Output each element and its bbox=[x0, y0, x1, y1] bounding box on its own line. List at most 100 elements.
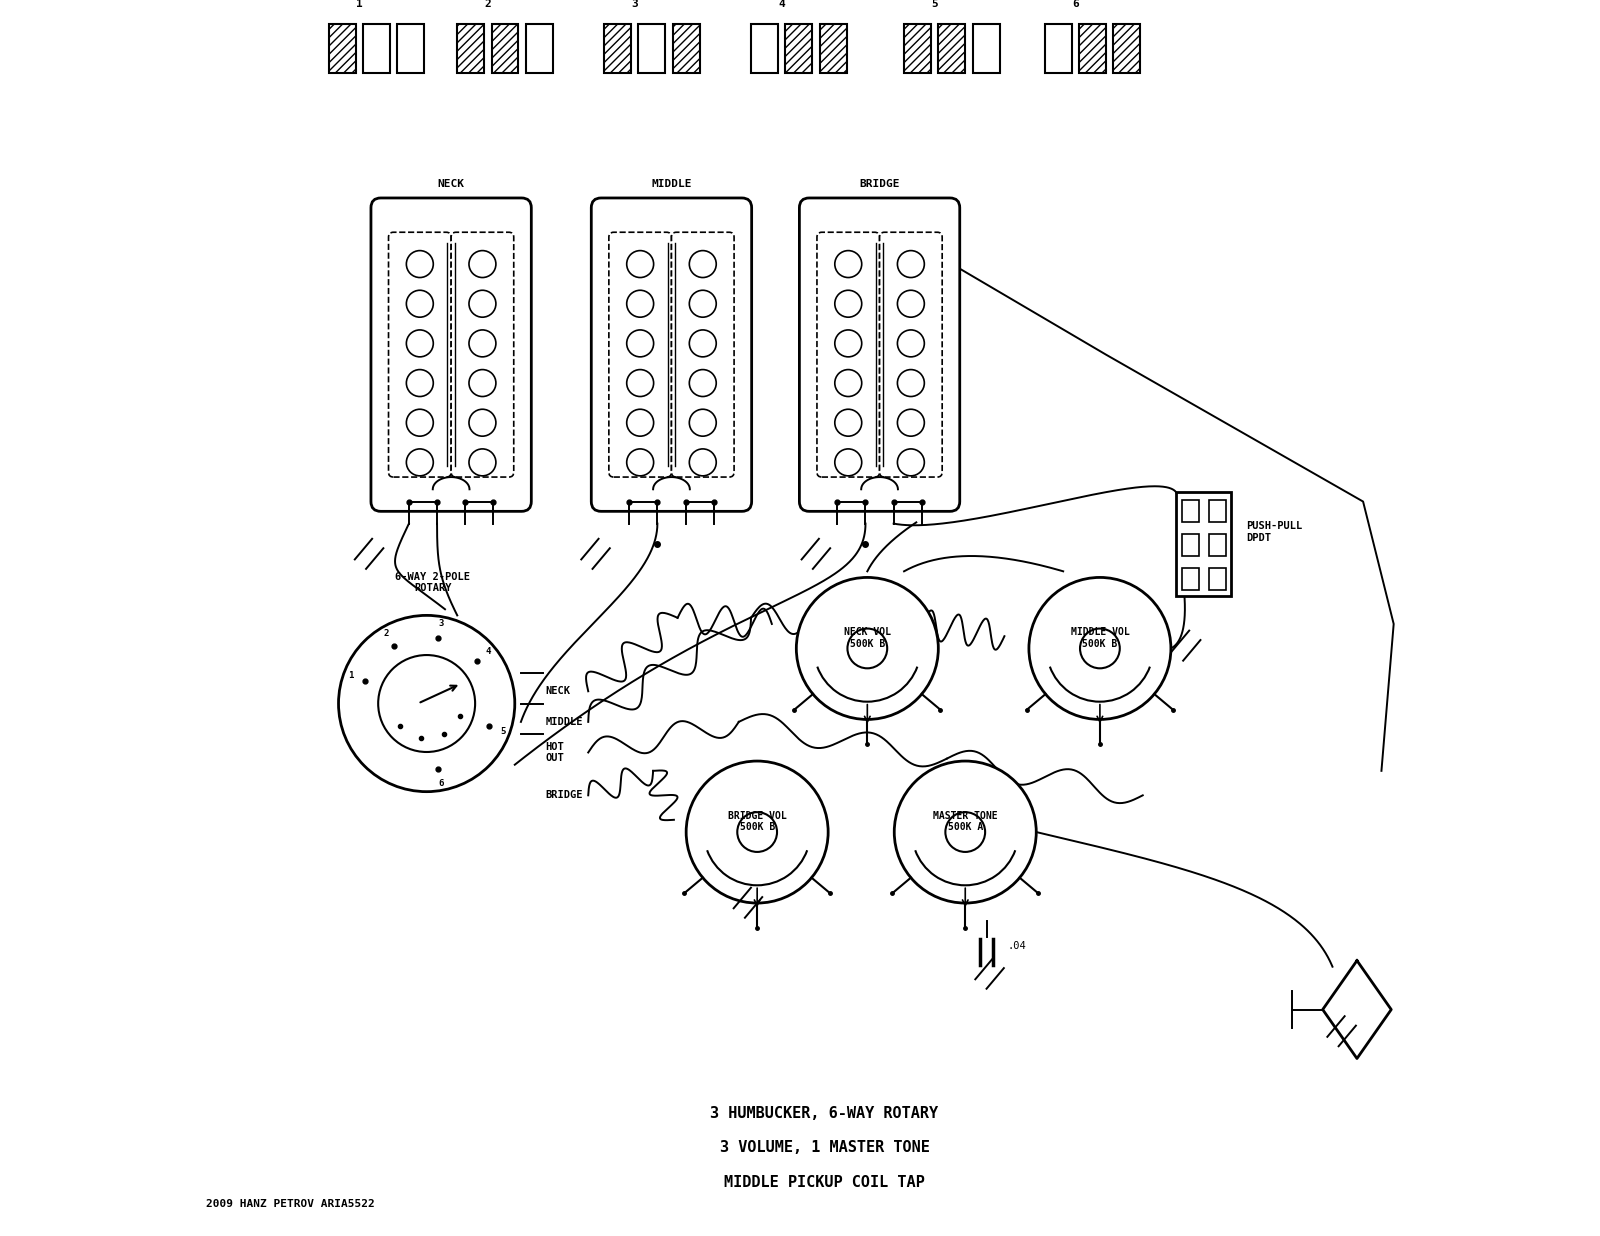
Circle shape bbox=[898, 330, 925, 357]
Bar bbox=[973, 25, 1000, 73]
Circle shape bbox=[848, 629, 888, 669]
Bar bbox=[397, 25, 424, 73]
Text: 3: 3 bbox=[632, 0, 638, 10]
Text: 1: 1 bbox=[349, 671, 354, 680]
Text: 2: 2 bbox=[485, 0, 491, 10]
Circle shape bbox=[627, 409, 654, 436]
Bar bbox=[458, 25, 485, 73]
Bar bbox=[672, 25, 699, 73]
Circle shape bbox=[686, 761, 829, 904]
Circle shape bbox=[406, 330, 434, 357]
Text: MIDDLE: MIDDLE bbox=[546, 717, 582, 727]
Bar bbox=[1045, 25, 1072, 73]
Bar bbox=[363, 25, 390, 73]
Bar bbox=[1182, 534, 1198, 556]
Text: 4: 4 bbox=[486, 648, 491, 656]
Circle shape bbox=[894, 761, 1037, 904]
Circle shape bbox=[378, 655, 475, 751]
Circle shape bbox=[898, 251, 925, 278]
FancyBboxPatch shape bbox=[371, 198, 531, 512]
Circle shape bbox=[797, 577, 938, 719]
FancyBboxPatch shape bbox=[818, 232, 880, 477]
Bar bbox=[1176, 492, 1232, 597]
Bar bbox=[1210, 534, 1226, 556]
Text: 6: 6 bbox=[438, 779, 443, 787]
Bar bbox=[638, 25, 666, 73]
Bar bbox=[786, 25, 813, 73]
Bar bbox=[1078, 25, 1106, 73]
Text: MIDDLE PICKUP COIL TAP: MIDDLE PICKUP COIL TAP bbox=[725, 1174, 925, 1189]
Circle shape bbox=[469, 449, 496, 476]
Text: BRIDGE: BRIDGE bbox=[859, 179, 899, 189]
Circle shape bbox=[835, 290, 862, 318]
Bar bbox=[1182, 569, 1198, 591]
Text: NECK: NECK bbox=[546, 686, 570, 696]
Text: BRIDGE: BRIDGE bbox=[546, 790, 582, 801]
Circle shape bbox=[469, 290, 496, 318]
Text: 4: 4 bbox=[778, 0, 786, 10]
Circle shape bbox=[406, 251, 434, 278]
Circle shape bbox=[835, 251, 862, 278]
Circle shape bbox=[690, 330, 717, 357]
FancyBboxPatch shape bbox=[800, 198, 960, 512]
Circle shape bbox=[469, 330, 496, 357]
Circle shape bbox=[690, 449, 717, 476]
Bar bbox=[1210, 569, 1226, 591]
Text: NECK VOL
500K B: NECK VOL 500K B bbox=[843, 627, 891, 649]
Circle shape bbox=[469, 251, 496, 278]
Bar bbox=[1210, 499, 1226, 522]
Bar bbox=[819, 25, 846, 73]
Bar bbox=[328, 25, 355, 73]
Bar bbox=[605, 25, 630, 73]
Circle shape bbox=[835, 409, 862, 436]
Text: HOT
OUT: HOT OUT bbox=[546, 742, 565, 764]
Text: 5: 5 bbox=[931, 0, 938, 10]
Text: .04: .04 bbox=[1008, 941, 1026, 950]
Bar bbox=[904, 25, 931, 73]
Text: 1: 1 bbox=[355, 0, 363, 10]
Text: MIDDLE VOL
500K B: MIDDLE VOL 500K B bbox=[1070, 627, 1130, 649]
Text: MASTER TONE
500K A: MASTER TONE 500K A bbox=[933, 811, 997, 832]
Circle shape bbox=[406, 370, 434, 397]
Circle shape bbox=[627, 251, 654, 278]
Circle shape bbox=[898, 449, 925, 476]
Text: 3 VOLUME, 1 MASTER TONE: 3 VOLUME, 1 MASTER TONE bbox=[720, 1141, 930, 1156]
Text: 3: 3 bbox=[438, 619, 443, 628]
Circle shape bbox=[339, 616, 515, 791]
Text: BRIDGE VOL
500K B: BRIDGE VOL 500K B bbox=[728, 811, 787, 832]
Bar bbox=[750, 25, 778, 73]
Text: MIDDLE: MIDDLE bbox=[651, 179, 691, 189]
FancyBboxPatch shape bbox=[672, 232, 734, 477]
Circle shape bbox=[406, 409, 434, 436]
Text: 2: 2 bbox=[384, 629, 389, 638]
Text: PUSH-PULL
DPDT: PUSH-PULL DPDT bbox=[1246, 522, 1302, 543]
Text: 3 HUMBUCKER, 6-WAY ROTARY: 3 HUMBUCKER, 6-WAY ROTARY bbox=[710, 1106, 939, 1121]
Circle shape bbox=[835, 370, 862, 397]
Circle shape bbox=[627, 290, 654, 318]
Circle shape bbox=[835, 449, 862, 476]
FancyBboxPatch shape bbox=[880, 232, 942, 477]
FancyBboxPatch shape bbox=[389, 232, 451, 477]
Circle shape bbox=[627, 370, 654, 397]
Circle shape bbox=[406, 449, 434, 476]
FancyBboxPatch shape bbox=[610, 232, 672, 477]
Circle shape bbox=[690, 251, 717, 278]
Circle shape bbox=[627, 449, 654, 476]
Circle shape bbox=[469, 370, 496, 397]
FancyBboxPatch shape bbox=[592, 198, 752, 512]
Bar bbox=[491, 25, 518, 73]
Circle shape bbox=[690, 370, 717, 397]
Circle shape bbox=[406, 290, 434, 318]
Bar bbox=[1182, 499, 1198, 522]
Circle shape bbox=[898, 370, 925, 397]
Text: 5: 5 bbox=[499, 727, 506, 735]
Circle shape bbox=[898, 290, 925, 318]
Bar bbox=[526, 25, 552, 73]
Circle shape bbox=[690, 409, 717, 436]
Text: 6: 6 bbox=[1072, 0, 1078, 10]
Text: 6-WAY 2-POLE
ROTARY: 6-WAY 2-POLE ROTARY bbox=[395, 572, 470, 593]
Bar bbox=[938, 25, 965, 73]
Circle shape bbox=[1080, 629, 1120, 669]
Circle shape bbox=[898, 409, 925, 436]
Text: NECK: NECK bbox=[438, 179, 464, 189]
